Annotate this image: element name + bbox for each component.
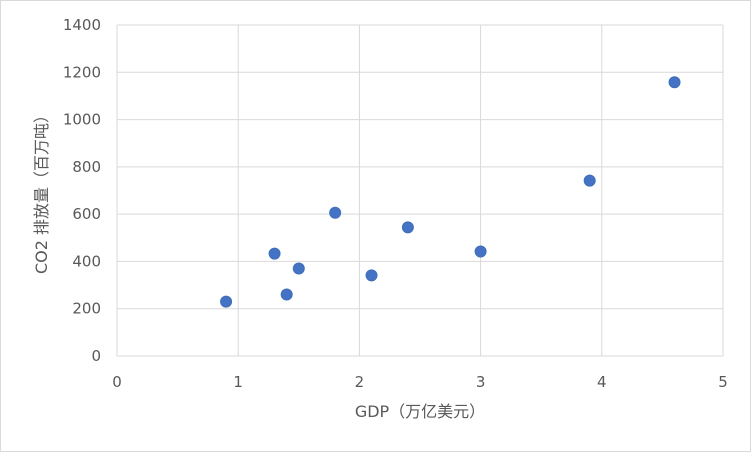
scatter-point <box>220 295 233 308</box>
scatter-point <box>292 262 305 275</box>
scatter-point <box>583 174 596 187</box>
y-tick-label: 800 <box>72 158 101 176</box>
scatter-point <box>329 206 342 219</box>
y-tick-label: 600 <box>72 205 101 223</box>
scatter-point <box>474 245 487 258</box>
scatter-point <box>668 76 681 89</box>
scatter-point <box>365 269 378 282</box>
x-tick-label: 3 <box>476 373 486 391</box>
scatter-point <box>280 288 293 301</box>
y-tick-label: 400 <box>72 252 101 270</box>
x-axis-ticks: 0 1 2 3 4 5 <box>112 373 728 391</box>
x-tick-label: 1 <box>233 373 243 391</box>
x-tick-label: 5 <box>718 373 728 391</box>
scatter-point <box>268 247 281 260</box>
gridlines <box>116 24 724 357</box>
y-tick-label: 1000 <box>63 111 101 129</box>
data-points <box>220 76 681 308</box>
y-tick-label: 0 <box>91 347 101 365</box>
y-axis-title: CO2 排放量（百万吨） <box>32 107 51 274</box>
y-tick-label: 1200 <box>63 63 101 81</box>
y-axis-ticks: 0 200 400 600 800 1000 1200 1400 <box>63 16 101 365</box>
y-tick-label: 200 <box>72 300 101 318</box>
x-axis-title: GDP（万亿美元） <box>355 402 485 421</box>
y-tick-label: 1400 <box>63 16 101 34</box>
scatter-point <box>401 221 414 234</box>
x-tick-label: 0 <box>112 373 122 391</box>
x-tick-label: 2 <box>355 373 365 391</box>
x-tick-label: 4 <box>597 373 607 391</box>
